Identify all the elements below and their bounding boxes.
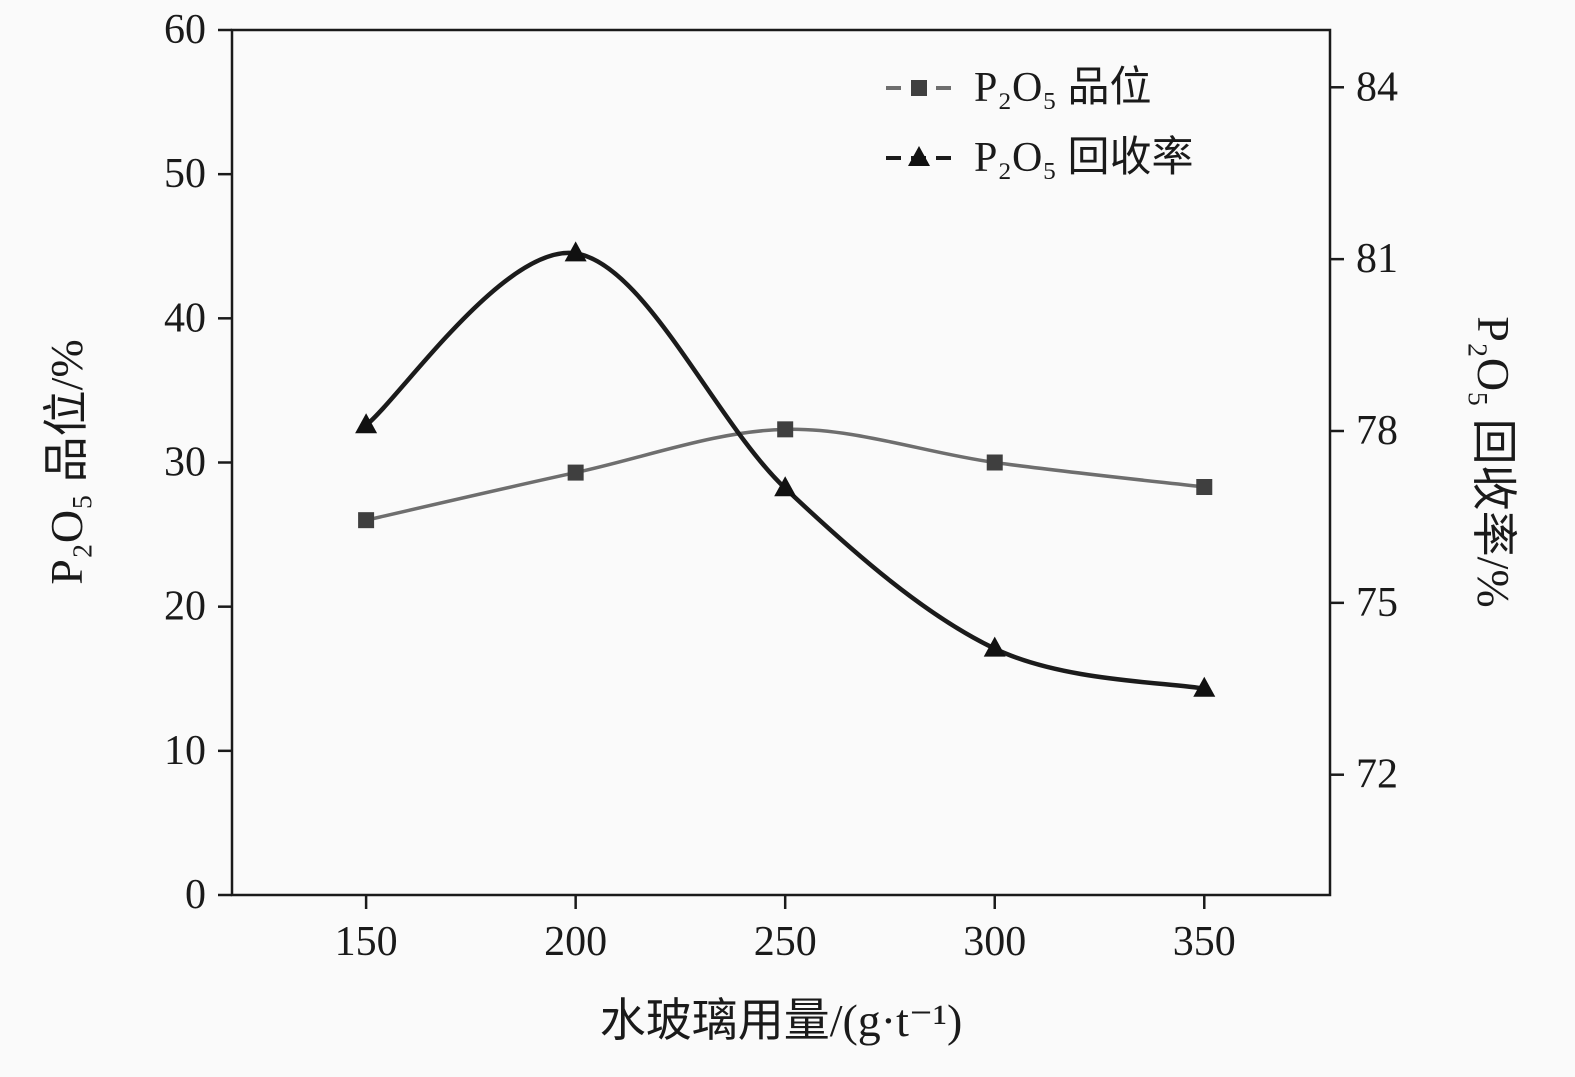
series-1-triangle-marker [774,476,797,497]
y-axis-title-left: P₂O₅ 品位/% [41,339,92,584]
y-left-tick-label: 10 [164,728,206,774]
legend-item-0: P₂O₅ 品位 [886,64,1151,111]
legend: P₂O₅ 品位 P₂O₅ 回收率 [886,64,1193,181]
series-0-square-marker [777,421,794,438]
y-right-tick-label: 81 [1356,236,1398,282]
y-left-tick-label: 0 [185,872,206,918]
legend-label: P₂O₅ 回收率 [974,134,1193,181]
legend-item-1: P₂O₅ 回收率 [886,134,1193,181]
x-axis-title: 水玻璃用量/(g·t⁻¹) [600,995,963,1046]
legend-1-triangle-marker [908,146,930,166]
x-tick-label: 200 [544,919,607,965]
series-grade [358,421,1213,529]
series-line [364,427,1207,522]
legend-0-square-marker [911,80,927,96]
series-recovery [355,241,1216,697]
y-right-tick-label: 84 [1356,64,1398,110]
y-right-tick-label: 78 [1356,408,1398,454]
x-tick-label: 350 [1173,919,1236,965]
series-1-triangle-marker [355,413,378,434]
y-left-tick-label: 30 [164,440,206,486]
series-1-triangle-marker [1193,676,1216,697]
y-left-tick-label: 20 [164,584,206,630]
series-0-square-marker [986,454,1003,471]
y-left-tick-label: 50 [164,151,206,197]
series-0-square-marker [1196,479,1213,496]
series-0-square-marker [567,464,584,481]
y-axis-title-right: P₂O₅ 回收率/% [1468,316,1519,607]
x-tick-label: 250 [754,919,817,965]
series-line [363,250,1207,692]
plot-area: 0 10 20 30 40 50 60 72 75 78 81 84 150 200 250 300 350 [164,7,1398,965]
legend-label: P₂O₅ 品位 [974,64,1151,111]
x-tick-label: 300 [963,919,1026,965]
y-right-tick-label: 72 [1356,752,1398,798]
series-1-triangle-marker [564,241,587,262]
series-0-square-marker [358,512,375,529]
series-1-triangle-marker [983,636,1006,657]
y-right-tick-label: 75 [1356,580,1398,626]
y-left-tick-label: 60 [164,7,206,53]
x-tick-label: 150 [335,919,398,965]
y-left-tick-label: 40 [164,295,206,341]
